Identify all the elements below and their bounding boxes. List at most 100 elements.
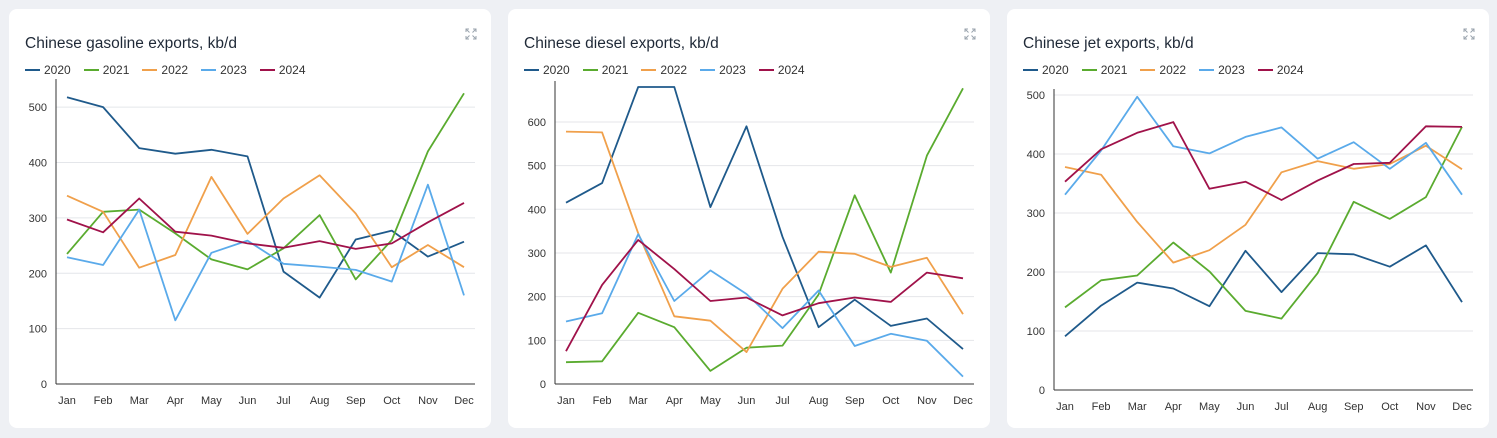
legend-swatch [1140,69,1156,71]
x-tick-label: Mar [1128,401,1147,413]
legend-item-2020[interactable]: 2020 [1023,63,1069,77]
legend-item-2020[interactable]: 2020 [25,63,71,77]
y-tick-label: 100 [528,335,546,347]
x-tick-label: Jan [58,395,76,407]
y-tick-label: 300 [1027,208,1045,220]
x-tick-label: Oct [882,395,899,407]
y-tick-label: 200 [29,268,47,280]
legend-label: 2024 [278,63,306,77]
series-line-2022[interactable] [66,174,465,269]
x-tick-label: Mar [629,395,648,407]
chart-card-jet: Chinese jet exports, kb/d 2020 2021 2022 20… [1007,9,1489,428]
x-tick-label: Apr [167,395,184,407]
legend-item-2023[interactable]: 2023 [700,63,746,77]
x-tick-label: Feb [94,395,113,407]
legend: 2020 2021 2022 2023 2024 [524,63,818,77]
series-line-2021[interactable] [66,92,465,281]
legend-item-2023[interactable]: 2023 [201,63,247,77]
x-tick-label: May [700,395,721,407]
x-tick-label: Aug [809,395,829,407]
legend-item-2022[interactable]: 2022 [1140,63,1186,77]
y-tick-label: 500 [528,161,546,173]
y-tick-label: 400 [1027,149,1045,161]
legend-item-2023[interactable]: 2023 [1199,63,1245,77]
legend-label: 2023 [719,63,746,77]
x-tick-label: Nov [917,395,937,407]
expand-icon[interactable] [465,27,477,40]
legend-item-2022[interactable]: 2022 [142,63,188,77]
x-tick-label: Jan [557,395,575,407]
y-tick-label: 300 [528,248,546,260]
chart-title: Chinese jet exports, kb/d [1023,35,1194,52]
legend-item-2024[interactable]: 2024 [758,63,805,77]
legend-swatch [758,69,774,71]
legend-label: 2021 [102,63,130,77]
plot-area: 0 100 200 300 400 500 Jan Feb Mar Apr May Jun Jul Aug… [29,79,475,407]
x-tick-label: Jul [1275,401,1289,413]
legend: 2020 2021 2022 2023 2024 [25,63,319,77]
series-line-2020[interactable] [565,86,964,350]
x-tick-label: Jun [1237,401,1255,413]
legend-swatch [582,69,598,71]
legend-swatch [700,69,716,71]
legend-item-2021[interactable]: 2021 [83,63,130,77]
x-tick-label: Feb [593,395,612,407]
series-line-2024[interactable] [565,238,964,352]
series-line-2024[interactable] [1064,121,1463,201]
y-tick-label: 300 [29,213,47,225]
expand-icon[interactable] [964,27,976,40]
legend-item-2021[interactable]: 2021 [1081,63,1127,77]
series-line-2023[interactable] [66,183,465,322]
legend-item-2021[interactable]: 2021 [582,63,629,77]
plot-area: 0 100 200 300 400 500 600 Jan Feb Mar Apr May Jun Jul… [528,81,974,407]
chart-card-diesel: Chinese diesel exports, kb/d 2020 2021 202… [508,9,990,428]
x-tick-label: May [1199,401,1220,413]
legend-swatch [83,69,99,71]
expand-icon[interactable] [1463,27,1475,40]
legend-swatch [201,69,217,71]
legend-item-2020[interactable]: 2020 [524,63,570,77]
legend-label: 2022 [161,63,189,77]
y-tick-label: 0 [41,379,47,391]
series-line-2023[interactable] [1064,95,1463,196]
y-tick-label: 600 [528,117,546,129]
plot-area: 0 100 200 300 400 500 Jan Feb Mar Apr May Jun Jul Aug… [1027,89,1473,413]
y-tick-label: 500 [1027,90,1045,102]
legend-item-2024[interactable]: 2024 [1257,63,1304,77]
legend-swatch [1081,69,1097,71]
x-tick-label: Dec [953,395,973,407]
x-tick-label: Dec [1452,401,1472,413]
legend-swatch [1199,69,1215,71]
legend-item-2022[interactable]: 2022 [641,63,687,77]
legend-label: 2023 [1218,63,1245,77]
series-line-2024[interactable] [66,197,465,250]
legend-label: 2020 [44,63,71,77]
x-tick-label: Jul [277,395,291,407]
x-tick-label: Oct [1381,401,1398,413]
legend-item-2024[interactable]: 2024 [259,63,306,77]
chart-card-gasoline: Chinese gasoline exports, kb/d 2020 2021 2… [9,9,491,428]
series-line-2022[interactable] [565,130,964,354]
y-tick-label: 100 [29,324,47,336]
series-line-2020[interactable] [1064,244,1463,337]
y-tick-label: 0 [1039,385,1045,397]
x-tick-label: Nov [418,395,438,407]
x-tick-label: Feb [1092,401,1111,413]
series-line-2020[interactable] [66,96,465,299]
series-line-2022[interactable] [1064,144,1463,264]
x-tick-label: Dec [454,395,474,407]
series-line-2021[interactable] [565,87,964,372]
legend-swatch [641,69,657,71]
legend-label: 2022 [1159,63,1187,77]
series-line-2021[interactable] [1064,126,1463,320]
x-tick-label: Jan [1056,401,1074,413]
x-tick-label: Jun [239,395,257,407]
legend-label: 2021 [601,63,629,77]
x-tick-label: Mar [130,395,149,407]
y-tick-label: 200 [528,292,546,304]
legend-swatch [259,69,275,71]
x-tick-label: Jul [776,395,790,407]
legend-label: 2024 [1276,63,1304,77]
y-tick-label: 0 [540,379,546,391]
x-tick-label: Jun [738,395,756,407]
